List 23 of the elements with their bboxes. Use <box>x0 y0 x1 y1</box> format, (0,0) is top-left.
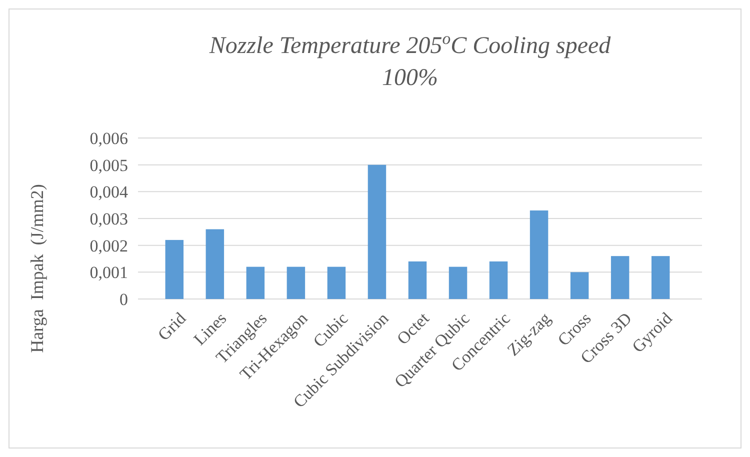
bar <box>408 261 427 299</box>
y-tick-label: 0,003 <box>90 209 128 228</box>
bar <box>610 256 630 299</box>
y-axis-title: Harga Impak (J/mm2) <box>27 184 47 353</box>
bar <box>570 272 589 299</box>
bar <box>327 266 346 299</box>
bar <box>206 229 224 299</box>
y-tick-label: 0,006 <box>90 128 128 148</box>
y-tick-label: 0 <box>120 290 128 309</box>
chart-title: Nozzle Temperature 205$^{o}$C Cooling speed 100% <box>208 28 612 91</box>
bar <box>448 266 468 299</box>
bar <box>489 261 508 299</box>
x-tick-label: Grid <box>154 308 190 344</box>
bar <box>530 210 548 299</box>
bar <box>651 256 670 299</box>
bar <box>246 266 265 299</box>
y-tick-label: 0,005 <box>90 156 128 175</box>
y-tick-label: 0,004 <box>90 182 128 202</box>
y-tick-label: 0,001 <box>90 263 128 282</box>
y-tick-label: 0,002 <box>90 236 128 256</box>
bar <box>368 164 386 299</box>
bar <box>165 240 184 299</box>
bar <box>286 266 306 299</box>
